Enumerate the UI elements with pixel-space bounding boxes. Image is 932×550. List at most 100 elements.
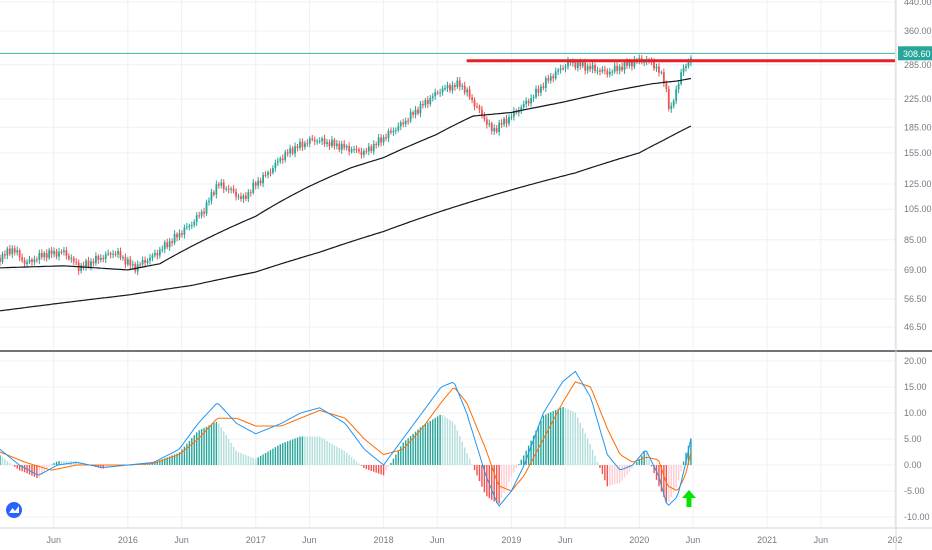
candle-body: [417, 109, 419, 114]
histogram-bar: [355, 461, 358, 465]
histogram-bar: [456, 430, 459, 465]
candle-body: [394, 130, 397, 132]
histogram-bar: [582, 428, 584, 465]
candle-body: [281, 158, 284, 160]
price-tick-label: 185.00: [904, 122, 932, 132]
candle-body: [146, 260, 149, 263]
histogram-bar: [606, 465, 609, 487]
histogram-bar: [63, 461, 65, 465]
histogram-bar: [77, 461, 80, 465]
candle-body: [616, 65, 619, 71]
histogram-bar: [65, 461, 68, 465]
histogram-bar: [377, 465, 380, 474]
histogram-bar: [395, 454, 397, 465]
green-up-arrow-shape: [681, 490, 696, 507]
candle-body: [279, 158, 282, 162]
histogram-bar: [412, 433, 414, 465]
candle-body: [114, 253, 117, 255]
candle-body: [458, 80, 461, 87]
tradingview-logo-icon[interactable]: [6, 502, 22, 518]
candle-body: [685, 65, 687, 68]
histogram-bar: [191, 438, 193, 465]
histogram-bar: [446, 418, 449, 465]
candle-body: [547, 78, 550, 81]
candle-body: [682, 67, 685, 73]
candle-body: [687, 62, 690, 66]
histogram-bar: [272, 448, 274, 465]
histogram-bar: [304, 436, 306, 465]
histogram-bar: [23, 465, 26, 473]
histogram-bar: [183, 446, 186, 465]
histogram-bar: [518, 463, 520, 465]
candle-body: [412, 112, 414, 115]
candle-body: [141, 259, 144, 265]
candle-body: [326, 142, 328, 145]
histogram-bar: [267, 451, 269, 465]
candle-body: [517, 110, 520, 113]
green-up-arrow-icon: [681, 490, 696, 507]
histogram-bar: [289, 440, 291, 465]
candle-body: [542, 86, 545, 88]
candle-body: [70, 258, 73, 260]
candle-body: [377, 137, 380, 146]
histogram-bar: [109, 465, 112, 468]
candle-body: [576, 62, 579, 68]
candle-body: [16, 250, 19, 253]
candle-body: [185, 226, 188, 228]
price-overlays: 308.60: [0, 46, 932, 63]
candle-body: [316, 141, 319, 143]
histogram-bar: [631, 465, 633, 469]
candle-body: [122, 257, 124, 259]
candle-body: [350, 149, 353, 152]
histogram-bar: [50, 464, 53, 466]
candle-body: [240, 196, 242, 199]
histogram-bar: [591, 449, 594, 465]
candle-body: [436, 92, 439, 94]
histogram-bar: [291, 439, 294, 465]
candle-body: [213, 192, 215, 195]
candle-body: [446, 85, 449, 89]
histogram-bar: [215, 421, 218, 465]
moving-average-short-line: [0, 77, 691, 271]
candle-body: [662, 72, 665, 84]
histogram-bar: [429, 420, 431, 465]
indicator-tick-label: 20.00: [904, 356, 927, 366]
histogram-bar: [670, 465, 672, 497]
histogram-bar: [574, 412, 577, 465]
candle-body: [618, 66, 621, 71]
candle-body: [321, 138, 324, 142]
histogram-bar: [41, 465, 43, 476]
candle-body: [520, 107, 523, 111]
histogram-bar: [309, 436, 311, 465]
candle-body: [559, 68, 562, 71]
histogram-bar: [658, 465, 660, 487]
candlestick-series: [0, 54, 692, 276]
candle-body: [530, 97, 532, 104]
histogram-bar: [552, 411, 554, 465]
candle-body: [299, 141, 301, 149]
histogram-bar: [318, 436, 321, 465]
histogram-bar: [6, 461, 9, 465]
histogram-bar: [515, 465, 518, 469]
candle-body: [301, 141, 304, 148]
candle-body: [195, 215, 198, 222]
histogram-bar: [237, 452, 240, 465]
histogram-bar: [21, 465, 23, 472]
histogram-bar: [486, 465, 488, 497]
candle-body: [490, 123, 493, 132]
candle-body: [367, 146, 370, 152]
candle-body: [323, 138, 326, 145]
candle-body: [461, 85, 464, 87]
histogram-bar: [491, 465, 493, 500]
histogram-bar: [269, 450, 272, 465]
histogram-bar: [513, 465, 515, 473]
histogram-bar: [159, 460, 161, 465]
histogram-bar: [257, 457, 259, 465]
histogram-bar: [483, 465, 486, 493]
histogram-bar: [424, 423, 427, 465]
histogram-bar: [577, 417, 579, 465]
candle-body: [232, 188, 235, 192]
histogram-bar: [441, 415, 444, 465]
histogram-bar: [545, 414, 547, 465]
histogram-bar: [60, 461, 63, 465]
